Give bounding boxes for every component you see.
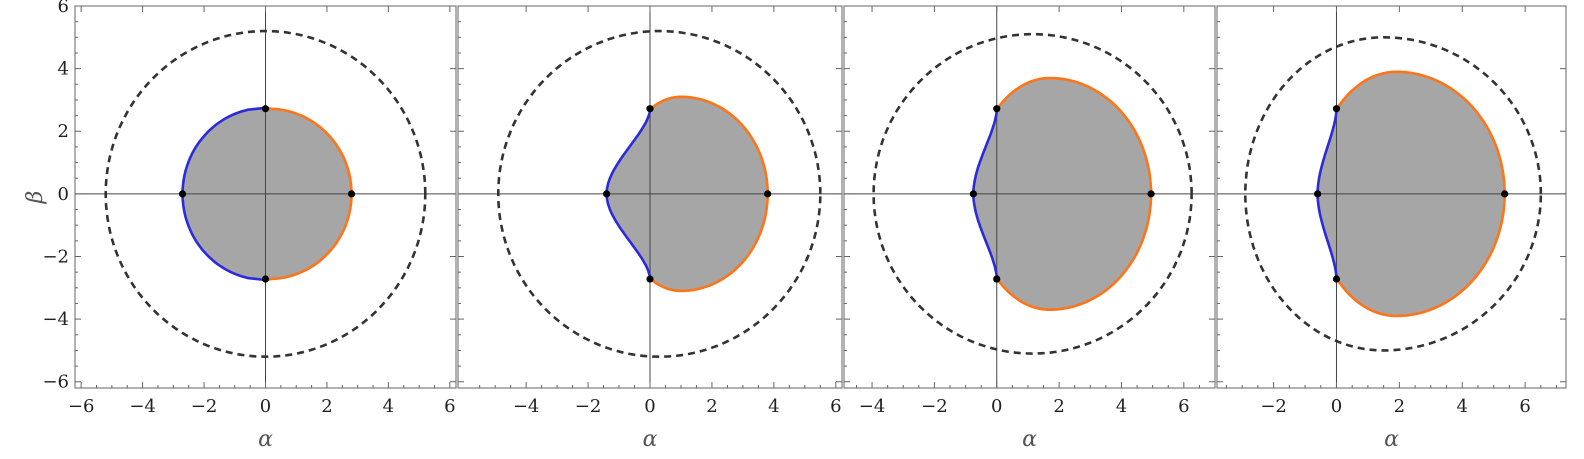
y-tick-label: 6 [58, 0, 69, 17]
x-tick-label: 6 [1178, 396, 1189, 417]
data-point [646, 275, 654, 283]
y-tick-label: 2 [58, 121, 69, 142]
y-tick-label: −6 [42, 372, 69, 393]
chart-panel-2: −4 −2 0 2 4 6 α [457, 5, 843, 452]
x-tick-label: 4 [768, 396, 779, 417]
data-point [1314, 190, 1322, 198]
x-tick-label: −4 [129, 396, 156, 417]
plot-frame [1216, 5, 1567, 389]
x-tick-label: −4 [859, 396, 886, 417]
data-point [261, 275, 270, 283]
data-point [261, 105, 270, 113]
x-tick-label: 0 [1331, 396, 1342, 417]
plot-frame [843, 5, 1216, 389]
chart-panel-1: −6 −4 −2 0 2 4 6 −6 −4 −2 0 2 4 6 α β [23, 0, 457, 452]
dashed-boundary-curve [104, 29, 427, 359]
y-tick-label: −2 [42, 246, 69, 267]
x-tick-label: 4 [1116, 396, 1127, 417]
x-axis-label: α [1384, 427, 1399, 452]
x-tick-label: 6 [1519, 396, 1530, 417]
data-point [1501, 190, 1509, 198]
data-point [347, 190, 356, 198]
x-tick-label: −2 [575, 396, 602, 417]
data-point [1332, 275, 1341, 283]
x-tick-label: −4 [513, 396, 540, 417]
data-point [178, 190, 187, 198]
x-tick-label: −2 [921, 396, 948, 417]
y-axis-label: β [23, 191, 48, 205]
x-axis-label: α [643, 427, 658, 452]
x-tick-label: 2 [706, 396, 717, 417]
chart-panel-4: −2 0 2 4 6 α [1216, 5, 1567, 452]
x-tick-label: 6 [830, 396, 841, 417]
data-point [969, 190, 977, 198]
data-point [603, 190, 611, 198]
x-axis-label: α [1022, 427, 1037, 452]
x-tick-label: 0 [260, 396, 271, 417]
x-tick-label: 0 [991, 396, 1002, 417]
x-tick-label: 6 [444, 396, 455, 417]
data-point [764, 190, 772, 198]
x-axis-label: α [258, 427, 273, 452]
x-tick-label: 4 [383, 396, 394, 417]
y-tick-label: −4 [42, 309, 69, 330]
dashed-boundary-curve [872, 32, 1193, 355]
data-point [1332, 105, 1341, 113]
data-point [993, 105, 1001, 113]
x-tick-label: −2 [191, 396, 218, 417]
y-tick-label: 4 [58, 59, 69, 80]
x-tick-label: 2 [1394, 396, 1405, 417]
dashed-boundary-curve [497, 29, 822, 359]
data-point [1147, 190, 1155, 198]
y-tick-label: 0 [58, 184, 69, 205]
x-tick-label: 2 [1053, 396, 1064, 417]
data-point [646, 105, 654, 113]
x-tick-label: −2 [1260, 396, 1287, 417]
x-tick-label: −6 [68, 396, 95, 417]
dashed-boundary-curve [1244, 35, 1543, 352]
x-tick-label: 0 [644, 396, 655, 417]
data-point [993, 275, 1001, 283]
x-tick-label: 4 [1457, 396, 1468, 417]
chart-panel-3: −4 −2 0 2 4 6 α [843, 5, 1216, 452]
x-tick-label: 2 [321, 396, 332, 417]
